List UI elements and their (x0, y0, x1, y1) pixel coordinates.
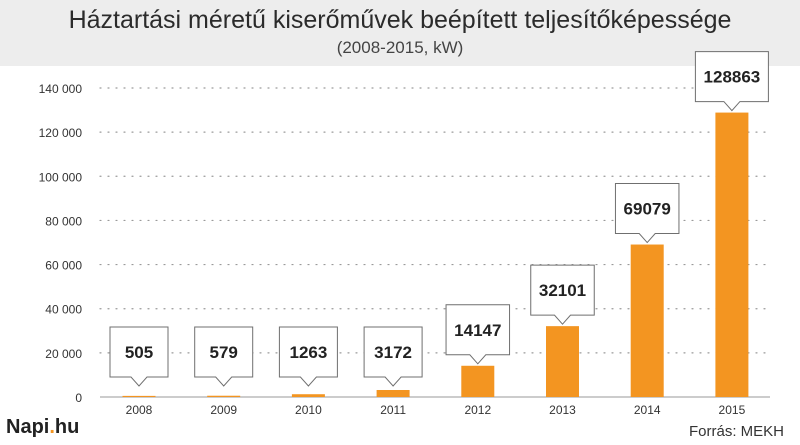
x-tick-label: 2011 (380, 403, 406, 417)
bar (546, 326, 579, 397)
x-tick-label: 2008 (126, 403, 153, 417)
callout-box (363, 326, 423, 387)
bar (461, 365, 495, 397)
logo-dot: . (49, 416, 55, 438)
y-tick-label: 0 (75, 391, 82, 405)
data-label: 69079 (624, 200, 671, 219)
callout-box (614, 183, 680, 244)
y-tick-label: 100 000 (39, 170, 83, 184)
x-tick-label: 2013 (549, 403, 576, 417)
callout-box (109, 326, 169, 387)
y-tick-label: 40 000 (45, 303, 82, 317)
chart-title: Háztartási méretű kiserőművek beépített … (68, 6, 732, 34)
napi-logo: Napi.hu (6, 416, 79, 439)
data-label: 14147 (454, 321, 501, 340)
source-note: Forrás: MEKH (688, 423, 784, 440)
header-band (0, 0, 800, 66)
data-label: 1263 (289, 343, 327, 362)
x-tick-label: 2009 (210, 403, 237, 417)
data-label: 579 (210, 343, 238, 362)
bar (207, 395, 241, 397)
y-tick-label: 80 000 (45, 214, 82, 228)
x-tick-label: 2015 (719, 403, 746, 417)
y-tick-label: 60 000 (45, 259, 82, 273)
bar (376, 389, 410, 397)
y-tick-label: 140 000 (39, 82, 83, 96)
callout-box (194, 326, 254, 387)
data-label: 505 (125, 343, 153, 362)
chart-subtitle: (2008-2015, kW) (336, 38, 464, 57)
y-tick-label: 20 000 (45, 347, 82, 361)
data-label: 32101 (539, 281, 586, 300)
logo-name: Napi (6, 416, 50, 438)
x-tick-label: 2014 (634, 403, 661, 417)
logo-tld: hu (54, 416, 80, 438)
data-label: 128863 (704, 68, 761, 87)
bar (630, 244, 664, 397)
data-label: 3172 (374, 343, 412, 362)
bar (122, 395, 156, 397)
bar (291, 394, 325, 397)
x-tick-label: 2010 (295, 403, 322, 417)
y-tick-label: 120 000 (39, 126, 83, 140)
callout-box (278, 326, 338, 387)
callout-box (530, 264, 595, 325)
bar (715, 112, 749, 398)
callout-box (694, 51, 769, 112)
callout-box (445, 304, 511, 365)
x-tick-label: 2012 (464, 403, 491, 417)
